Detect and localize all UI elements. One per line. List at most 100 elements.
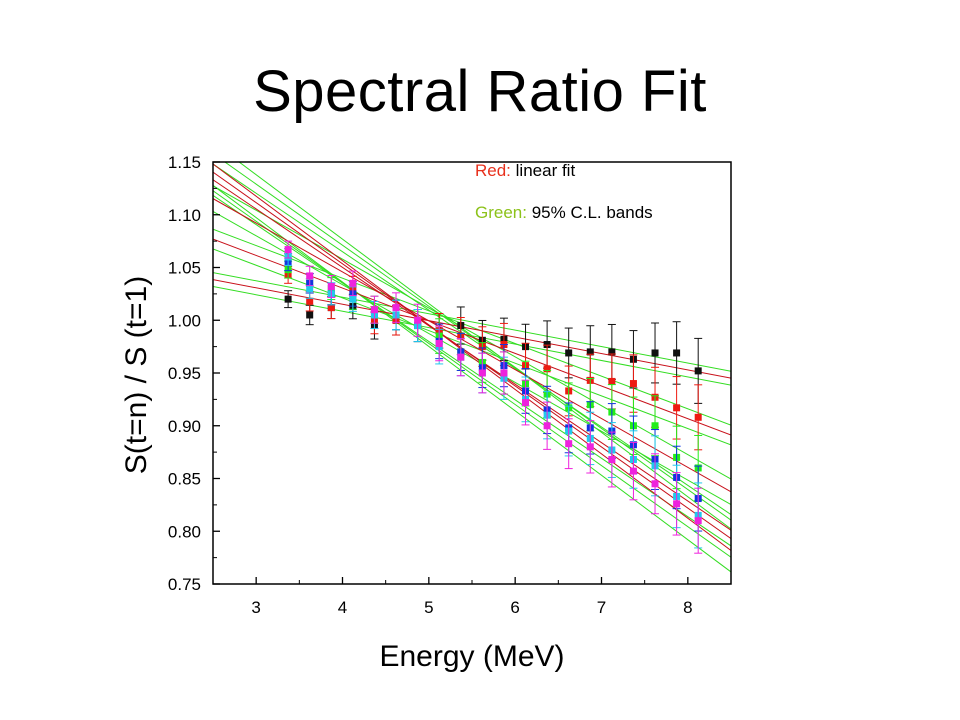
marker — [673, 404, 681, 412]
y-tick-label: 1.00 — [168, 311, 201, 330]
x-tick-label: 3 — [251, 598, 260, 617]
plot-frame — [212, 161, 732, 585]
data-point — [672, 321, 681, 385]
data-point — [694, 487, 703, 554]
y-tick-label: 0.75 — [168, 575, 201, 594]
marker — [543, 341, 551, 349]
linear-fit-line — [213, 171, 731, 540]
data-point — [456, 338, 465, 377]
marker — [694, 367, 702, 375]
marker — [651, 349, 659, 357]
data-point — [327, 275, 336, 298]
x-tick-label: 7 — [597, 598, 606, 617]
marker — [694, 517, 702, 525]
y-axis-title: S(t=n) / S (t=1) — [120, 276, 153, 474]
annotation-text: linear fit — [511, 161, 576, 180]
confidence-band-line — [213, 163, 731, 515]
marker — [586, 348, 594, 356]
marker — [608, 348, 616, 356]
marker — [392, 304, 400, 312]
marker — [522, 399, 530, 407]
marker — [565, 349, 573, 357]
linear-fit-line — [213, 279, 731, 379]
y-tick-label: 0.80 — [168, 522, 201, 541]
confidence-band-line — [213, 228, 731, 426]
data-point — [629, 441, 638, 501]
data-point — [543, 401, 552, 450]
legend-annotations: Red: linear fit Green: 95% C.L. bands — [475, 161, 653, 222]
marker — [306, 297, 314, 305]
data-point — [499, 351, 508, 395]
confidence-band-line — [213, 272, 731, 372]
x-tick-label: 5 — [424, 598, 433, 617]
marker — [478, 369, 486, 377]
confidence-band-line — [213, 185, 731, 480]
x-axis-title: Energy (MeV) — [379, 640, 564, 673]
x-tick-label: 8 — [683, 598, 692, 617]
marker — [306, 272, 314, 280]
marker — [284, 295, 292, 303]
marker — [629, 380, 637, 388]
data-point — [284, 290, 293, 309]
data-point — [348, 270, 357, 297]
x-tick-label: 6 — [510, 598, 519, 617]
linear-fit-line — [213, 163, 731, 551]
slide-title: Spectral Ratio Fit — [253, 59, 707, 124]
annotation-2: Green: 95% C.L. bands — [475, 203, 653, 222]
marker — [608, 456, 616, 464]
data-point — [521, 379, 530, 426]
confidence-band-line — [213, 195, 731, 547]
data-point — [435, 325, 444, 362]
linear-fit-line — [213, 238, 731, 436]
data-point — [478, 352, 487, 394]
x-tick-label: 4 — [338, 598, 347, 617]
marker — [306, 311, 314, 319]
confidence-band-line — [213, 248, 731, 446]
y-tick-label: 1.05 — [168, 259, 201, 278]
marker — [370, 306, 378, 314]
y-tick-label: 1.15 — [168, 153, 201, 172]
data-point — [370, 295, 379, 324]
marker — [500, 369, 508, 377]
marker — [673, 349, 681, 357]
data-point — [284, 240, 293, 259]
annotation-key: Red: — [475, 161, 511, 180]
data-point — [392, 292, 401, 323]
marker — [694, 413, 702, 421]
y-tick-label: 0.90 — [168, 417, 201, 436]
marker — [586, 443, 594, 451]
confidence-band-line — [213, 185, 731, 573]
axes: 3 4 5 6 7 8 0.75 0.80 0.85 0.90 0.95 1.00 1.05 1.10 1.… — [168, 153, 732, 617]
data-point — [305, 265, 314, 287]
marker — [651, 480, 659, 488]
marker — [673, 500, 681, 508]
marker — [651, 422, 659, 430]
marker — [543, 422, 551, 430]
marker — [327, 282, 335, 290]
confidence-band-line — [238, 162, 731, 530]
data-point — [672, 472, 681, 536]
data-point — [651, 453, 660, 515]
annotation-1: Red: linear fit — [475, 161, 575, 180]
confidence-band-line — [213, 190, 731, 558]
marker — [349, 295, 357, 303]
marker — [414, 316, 422, 324]
annotation-text: 95% C.L. bands — [527, 203, 653, 222]
annotation-key: Green: — [475, 203, 527, 222]
marker — [608, 377, 616, 385]
marker — [349, 279, 357, 287]
marker — [565, 440, 573, 448]
marker — [284, 246, 292, 254]
marker — [435, 339, 443, 347]
data-point — [564, 418, 573, 470]
marker — [457, 353, 465, 361]
linear-fit-line — [213, 198, 731, 493]
y-tick-label: 0.95 — [168, 364, 201, 383]
marker — [543, 365, 551, 373]
data-point — [413, 303, 422, 337]
y-tick-label: 0.85 — [168, 470, 201, 489]
marker — [327, 304, 335, 312]
marker — [629, 467, 637, 475]
data-point — [586, 420, 595, 474]
